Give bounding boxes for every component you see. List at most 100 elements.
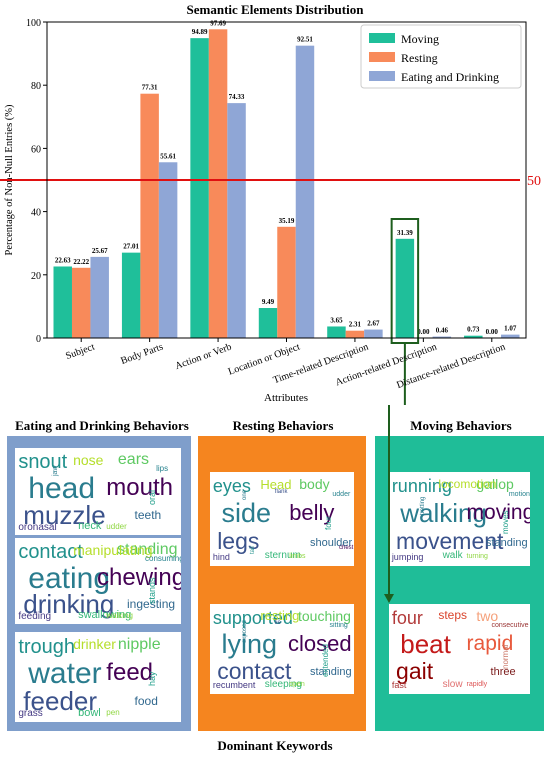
bar-chart: Semantic Elements Distribution 0 20 40 60 80 1…	[0, 2, 541, 405]
data-label: 92.51	[297, 36, 313, 44]
cloud-word: chewing	[97, 563, 181, 591]
bar-moving	[53, 266, 72, 338]
moving-panel: walking movement moving running gallop locomo…	[375, 436, 544, 731]
legend-box	[360, 24, 522, 89]
cloud-word: feeder	[23, 685, 98, 716]
data-label: 25.67	[92, 247, 108, 255]
y-tick-label: 60	[31, 144, 41, 155]
data-label: 22.22	[73, 258, 89, 266]
cloud-word: chest	[339, 545, 354, 552]
data-label: 2.67	[367, 320, 380, 328]
cloud-word: resting	[260, 608, 300, 624]
cloud-word: teeth	[134, 507, 162, 522]
data-label: 9.49	[262, 298, 275, 306]
y-tick-label: 0	[36, 334, 41, 345]
cloud-word: standing	[486, 536, 528, 549]
cloud-word: muzzle	[23, 499, 106, 530]
cloud-word: lie	[274, 620, 281, 627]
bar-resting	[277, 226, 296, 338]
word-cloud: lying contact closed supported touching resti…	[210, 604, 354, 694]
cloud-word: drinking	[23, 589, 115, 620]
highlight-arrow	[388, 405, 390, 595]
cloud-word: consecutive	[491, 622, 529, 629]
cloud-word: feed	[106, 658, 154, 686]
cloud-word: Head	[260, 476, 292, 492]
cloud-word: limbs	[289, 552, 306, 560]
cloud-word: legs	[217, 528, 260, 555]
bar-resting	[140, 93, 159, 338]
cloud-word: normal	[500, 644, 510, 669]
eating-drinking-panel: head muzzle mouth snout ears nose teeth neck oro…	[7, 436, 191, 731]
cloud-word: nose	[73, 452, 104, 469]
data-label: 94.89	[192, 28, 208, 36]
word-cloud: head muzzle mouth snout ears nose teeth neck oro…	[15, 448, 181, 535]
x-tick-label: Body Parts	[119, 341, 164, 366]
cloud-word: udder	[332, 490, 351, 498]
cloud-word: contact	[18, 541, 83, 564]
cloud-word: standing	[310, 666, 352, 678]
cloud-word: steps	[438, 608, 468, 623]
cloud-word: trotting	[420, 496, 427, 515]
cloud-word: swallowing	[78, 609, 132, 622]
cloud-word: beat	[400, 629, 451, 659]
word-cloud: eating drinking chewing contact standing mani…	[15, 538, 181, 624]
cloud-word: ingesting	[127, 597, 176, 612]
cloud-word: walking	[400, 498, 487, 529]
cloud-word: tail	[250, 545, 257, 554]
data-label: 55.61	[160, 152, 176, 160]
cloud-word: side	[221, 498, 272, 529]
bar-eating-and-drinking	[227, 103, 246, 338]
cloud-word: head	[28, 472, 96, 506]
bar-resting	[71, 267, 91, 338]
data-label: 31.39	[397, 229, 413, 237]
cloud-word: manipulating	[73, 542, 153, 559]
legend-label: Moving	[401, 32, 439, 46]
y-tick-label: 20	[31, 271, 41, 282]
word-cloud: walking movement moving running gallop locomo…	[389, 472, 530, 566]
legend-swatch	[369, 71, 395, 81]
x-tick-label: Subject	[64, 341, 96, 362]
bar-eating-and-drinking	[295, 45, 315, 339]
cloud-word: drinker	[73, 636, 116, 653]
cloud-word: one	[241, 489, 248, 500]
bar-moving	[464, 335, 483, 338]
data-label: 22.63	[55, 256, 71, 264]
highlight-arrowhead	[384, 594, 394, 603]
data-label: 0.00	[417, 328, 430, 336]
moving-panel-title: Moving Behaviors	[410, 418, 512, 433]
cloud-word: jumping	[391, 551, 424, 562]
bar-eating-and-drinking	[364, 329, 383, 338]
cloud-word: walking	[106, 610, 133, 620]
data-label: 77.31	[142, 84, 158, 92]
bar-moving	[395, 238, 415, 338]
cloud-word: gallop	[476, 475, 514, 492]
y-tick-label: 100	[26, 18, 41, 29]
cloud-word: fast	[391, 680, 407, 691]
bar-moving	[327, 326, 346, 338]
eating-panel-title: Eating and Drinking Behaviors	[15, 418, 189, 433]
cloud-word: slow	[442, 678, 463, 690]
bar-eating-and-drinking	[90, 256, 109, 338]
word-cloud: beat gait rapid four two steps three slow fast no…	[389, 604, 530, 694]
legend-swatch	[369, 52, 395, 62]
cloud-word: stands	[146, 577, 157, 604]
cloud-word: movement	[396, 528, 504, 555]
cloud-word: three	[490, 666, 516, 678]
cloud-word: four	[391, 607, 423, 628]
data-label: 0.73	[467, 326, 480, 334]
bar-resting	[208, 29, 228, 339]
data-label: 35.19	[279, 217, 295, 225]
cloud-word: supported	[212, 607, 293, 628]
cloud-word: running	[391, 475, 452, 496]
cloud-word: shoulder	[310, 536, 353, 549]
cloud-word: jaw	[51, 465, 59, 476]
cloud-word: pen	[106, 708, 120, 718]
legend-label: Resting	[401, 51, 438, 65]
cloud-word: sternum	[264, 549, 301, 561]
data-label: 1.07	[504, 325, 517, 333]
word-cloud: side legs belly eyes body Head shoulder sternum…	[210, 472, 354, 566]
reference-line-label: 50	[527, 174, 541, 189]
cloud-word: nipple	[117, 635, 161, 653]
cloud-word: open	[289, 681, 305, 689]
cloud-word: lying	[221, 629, 278, 659]
